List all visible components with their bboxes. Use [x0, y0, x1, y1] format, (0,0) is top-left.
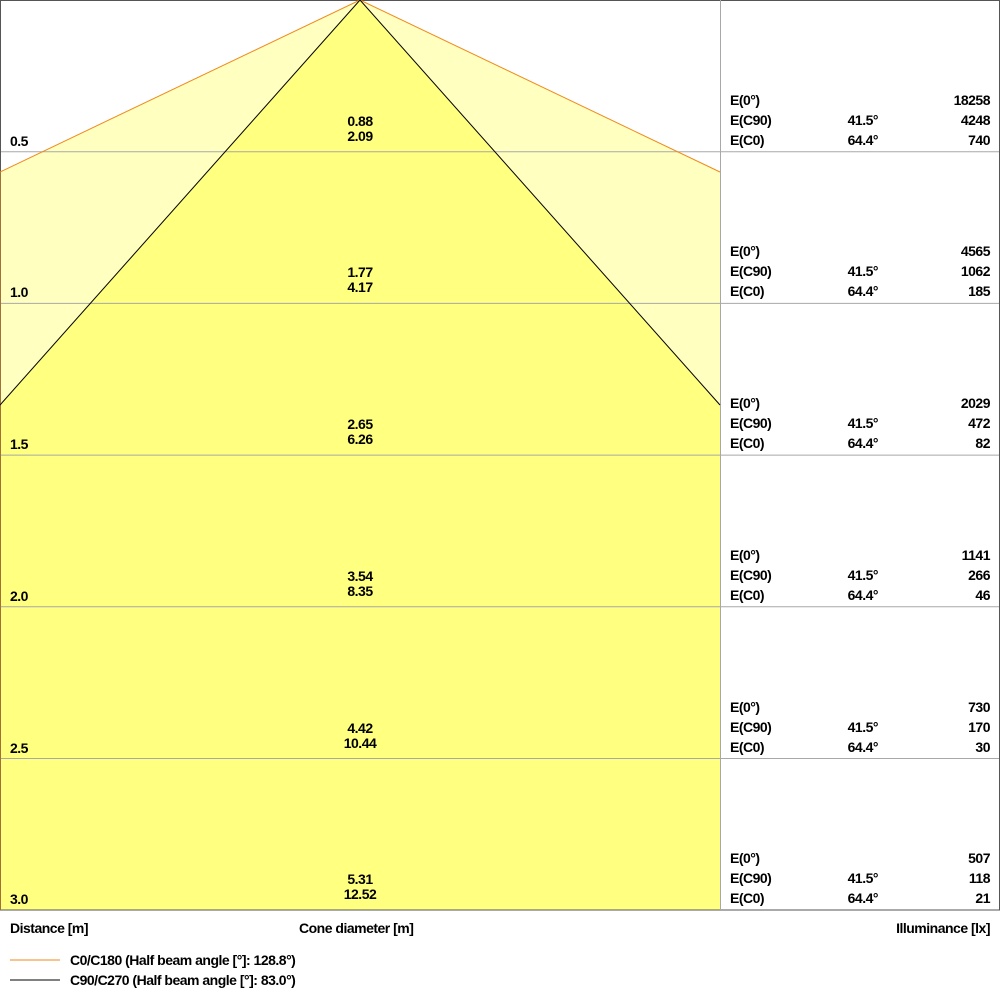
cone-diameter-c0: 12.52	[343, 886, 377, 903]
cone-diameter-c0: 6.26	[347, 431, 373, 448]
ec0-angle: 64.4°	[847, 283, 879, 300]
legend-c0-label: C0/C180 (Half beam angle [°]: 128.8°)	[70, 952, 296, 968]
ec90-label: E(C90)	[730, 718, 772, 735]
ec90-angle: 41.5°	[847, 870, 879, 887]
distance-label: 3.0	[10, 891, 28, 908]
cone-diameter-c90: 4.42	[347, 719, 373, 736]
cone-diameter-c0: 8.35	[347, 582, 373, 599]
e0-label: E(0°)	[730, 698, 760, 715]
ec0-angle: 64.4°	[847, 738, 879, 755]
ec0-label: E(C0)	[730, 890, 765, 907]
e0-value: 18258	[953, 91, 991, 108]
legend-c90-label: C90/C270 (Half beam angle [°]: 83.0°)	[70, 972, 296, 988]
ec90-value: 472	[968, 415, 990, 432]
e0-label: E(0°)	[730, 850, 760, 867]
cone-diameter-c90: 0.88	[347, 112, 373, 129]
e0-label: E(0°)	[730, 243, 760, 260]
ec0-label: E(C0)	[730, 131, 765, 148]
e0-value: 730	[968, 698, 990, 715]
grid-lines	[0, 151, 1000, 759]
ec0-value: 30	[975, 738, 990, 755]
e0-label: E(0°)	[730, 395, 760, 412]
ec90-value: 266	[968, 566, 990, 583]
ec90-value: 1062	[960, 263, 991, 280]
distance-axis-label: Distance [m]	[10, 920, 89, 936]
e0-label: E(0°)	[730, 546, 760, 563]
c0-cone-line	[0, 0, 721, 910]
ec0-label: E(C0)	[730, 586, 765, 603]
ec90-value: 118	[968, 870, 991, 887]
ec90-angle: 41.5°	[847, 111, 879, 128]
ec0-angle: 64.4°	[847, 131, 879, 148]
e0-value: 2029	[960, 395, 991, 412]
cone-diameter-c90: 5.31	[347, 871, 373, 888]
distance-label: 1.0	[10, 284, 28, 301]
ec0-value: 185	[968, 283, 990, 300]
ec0-angle: 64.4°	[847, 435, 879, 452]
cone-diameter-c0: 4.17	[347, 279, 373, 296]
ec90-label: E(C90)	[730, 566, 772, 583]
ec0-angle: 64.4°	[847, 890, 879, 907]
cone-diameter-c90: 1.77	[347, 264, 373, 281]
ec90-label: E(C90)	[730, 263, 772, 280]
cone-diameter-c0: 2.09	[347, 127, 373, 144]
ec0-value: 740	[968, 131, 990, 148]
cone-diameter-c0: 10.44	[343, 734, 377, 751]
c90-cone-line	[0, 0, 721, 406]
distance-label: 1.5	[10, 436, 28, 453]
ec90-angle: 41.5°	[847, 415, 879, 432]
illuminance-axis-label: Illuminance [lx]	[896, 920, 990, 936]
ec0-value: 46	[975, 586, 990, 603]
distance-label: 0.5	[10, 132, 28, 149]
ec90-value: 4248	[960, 111, 991, 128]
distance-label: 2.5	[10, 739, 28, 756]
ec90-value: 170	[968, 718, 990, 735]
ec90-label: E(C90)	[730, 870, 772, 887]
cone-diameter-c90: 2.65	[347, 416, 373, 433]
ec0-label: E(C0)	[730, 283, 765, 300]
ec90-label: E(C90)	[730, 415, 772, 432]
ec90-label: E(C90)	[730, 111, 772, 128]
ec0-label: E(C0)	[730, 435, 765, 452]
ec0-label: E(C0)	[730, 738, 765, 755]
ec0-angle: 64.4°	[847, 586, 879, 603]
cone-diameter-axis-label: Cone diameter [m]	[299, 920, 414, 936]
ec0-value: 82	[975, 435, 990, 452]
distance-label: 2.0	[10, 587, 28, 604]
e0-value: 4565	[960, 243, 991, 260]
ec90-angle: 41.5°	[847, 263, 879, 280]
e0-value: 1141	[961, 546, 991, 563]
e0-label: E(0°)	[730, 91, 760, 108]
ec0-value: 21	[975, 890, 990, 907]
ec90-angle: 41.5°	[847, 718, 879, 735]
e0-value: 507	[968, 850, 990, 867]
cone-diameter-c90: 3.54	[347, 567, 373, 584]
ec90-angle: 41.5°	[847, 566, 879, 583]
